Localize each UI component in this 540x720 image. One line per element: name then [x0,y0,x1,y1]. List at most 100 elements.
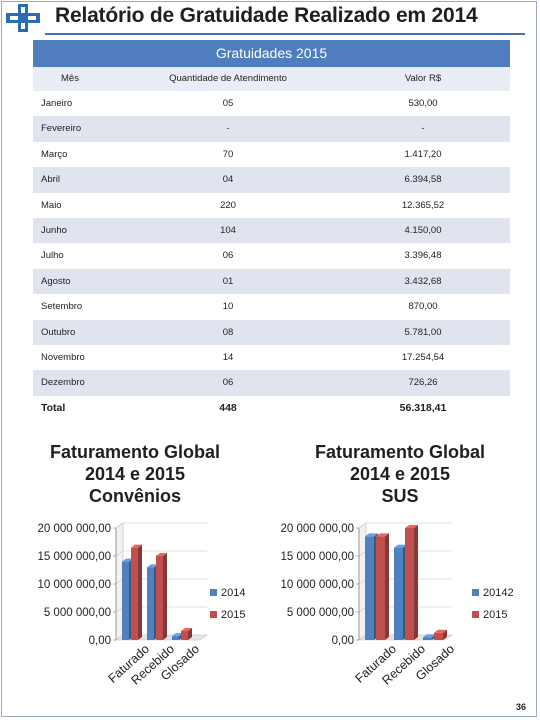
cell-mes: Março [41,148,68,160]
table-body: Janeiro 05 530,00 Fevereiro - - Março 70 1.417,2… [33,91,510,396]
cell-mes: Junho [41,224,67,236]
bar [156,556,163,640]
y-tick-label: 10 000 000,00 [37,579,111,591]
bar-top [365,533,378,537]
y-tick-label: 10 000 000,00 [280,579,354,591]
bar-top [181,628,192,632]
cell-mes: Abril [41,174,61,186]
bar [172,636,179,640]
gridline [358,522,452,529]
total-valor: 56.318,41 [399,401,447,414]
cell-valor: 870,00 [408,301,438,313]
table-row: Janeiro 05 530,00 [33,91,510,116]
cell-quantidade: - [226,123,230,135]
cell-quantidade: 06 [222,377,234,389]
bar [405,528,414,640]
cell-mes: Setembro [41,301,83,313]
chart-sus-title: Faturamento Global 2014 e 2015 SUS [295,441,505,507]
bar-side [443,629,447,640]
y-tick-label: 20 000 000,00 [280,523,354,535]
column-header-valor: Valor R$ [404,73,442,84]
table-row: Setembro 10 870,00 [33,294,510,319]
cell-mes: Maio [41,199,62,211]
chart-convenios-title: Faturamento Global 2014 e 2015 Convênios [30,441,240,507]
bar [423,637,432,640]
cell-valor: 17.254,54 [401,351,445,363]
column-header-quantidade: Quantidade de Atendimento [169,73,287,84]
total-quantidade: 448 [219,401,237,414]
bar-side [138,544,142,640]
bar-top [122,558,133,562]
chart-title-line: Faturamento Global [314,442,485,462]
bar-side [163,553,167,640]
cell-mes: Agosto [41,275,71,287]
bar [365,536,374,640]
y-tick-label: 15 000 000,00 [280,551,354,563]
gridline [115,522,207,529]
chart-title-line: Convênios [88,486,181,506]
bar [131,547,138,640]
cell-quantidade: 70 [222,148,234,160]
cell-valor: - [421,123,425,135]
bar-top [434,629,447,633]
total-label: Total [41,401,66,414]
legend-swatch [472,589,479,596]
chart-title-line: 2014 e 2015 [349,464,451,484]
table-row: Julho 06 3.396,48 [33,243,510,268]
legend-label: 2015 [221,609,245,621]
legend-label: 2014 [221,587,245,599]
page-number: 36 [515,702,526,712]
cell-quantidade: 08 [222,326,234,338]
cell-valor: 726,26 [408,377,438,389]
cell-mes: Janeiro [41,98,73,109]
bar-top [172,633,183,637]
gridline [115,550,207,557]
bar [394,547,403,640]
table-row: Fevereiro - - [33,116,510,142]
cell-quantidade: 01 [222,275,234,287]
legend-swatch [210,611,217,618]
cell-mes: Dezembro [41,377,85,389]
bar [376,536,385,640]
chart-title-line: 2014 e 2015 [84,464,186,484]
cell-valor: 12.365,52 [401,199,445,211]
table-row: Outubro 08 5.781,00 [33,319,510,345]
table-total-row: Total 448 56.318,41 [33,396,510,421]
cell-quantidade: 14 [222,351,234,363]
cell-quantidade: 06 [222,250,234,262]
cell-quantidade: 04 [222,174,234,186]
y-tick-label: 20 000 000,00 [37,523,111,535]
bar-top [376,533,389,537]
cell-valor: 6.394,58 [404,174,442,186]
chart-convenios: 0,00 5 000 000,00 10 000 000,00 15 000 000,… [37,522,245,688]
bar-top [156,553,167,556]
table-row: Junho 104 4.150,00 [33,217,510,244]
cell-valor: 5.781,00 [404,326,442,338]
cell-quantidade: 05 [222,98,234,109]
bar [122,561,129,640]
bar-side [414,525,418,640]
y-tick-label: 5 000 000,00 [44,607,111,619]
legend-swatch [472,611,479,618]
cell-mes: Julho [41,250,64,262]
hospital-cross-logo-icon [6,4,40,32]
page-title: Relatório de Gratuidade Realizado em 201… [55,4,478,27]
y-tick-label: 0,00 [332,635,354,647]
bar-side [385,533,389,640]
bar-top [423,634,436,638]
cell-quantidade: 220 [220,199,236,211]
y-tick-label: 5 000 000,00 [287,607,354,619]
column-header-mes: Mês [61,73,79,84]
table-header-row: Mês Quantidade de Atendimento Valor R$ [33,67,510,91]
table-row: Agosto 01 3.432,68 [33,268,510,295]
bar [181,631,188,640]
table-row: Maio 220 12.365,52 [33,193,510,218]
cell-valor: 1.417,20 [404,148,442,160]
y-tick-label: 15 000 000,00 [37,551,111,563]
y-tick-label: 0,00 [89,635,111,647]
cell-valor: 3.396,48 [404,250,442,262]
gratuidades-table: Gratuidades 2015 Mês Quantidade de Atend… [33,40,510,421]
legend-label: 2015 [483,609,507,621]
cell-valor: 4.150,00 [404,224,442,236]
legend-label: 20142 [483,587,514,599]
